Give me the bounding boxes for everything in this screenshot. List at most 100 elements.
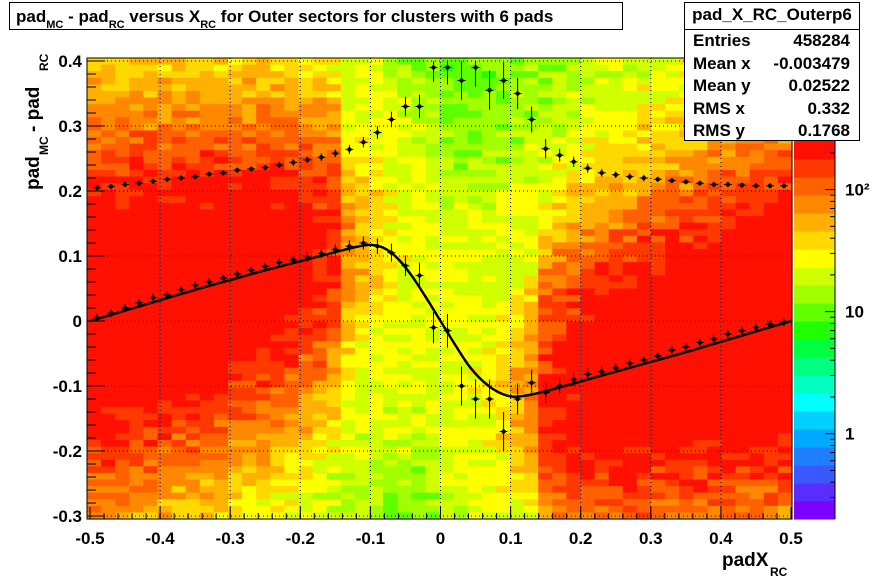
data-marker	[697, 340, 703, 345]
profile-rms-point	[555, 148, 564, 162]
heatmap-cell	[87, 301, 102, 309]
heatmap-cell	[298, 328, 314, 336]
heatmap-cell	[552, 433, 567, 441]
heatmap-cell	[552, 77, 567, 85]
heatmap-cell	[171, 446, 187, 454]
heatmap-cell	[157, 123, 173, 132]
heatmap-cell	[340, 235, 356, 243]
heatmap-cell	[763, 275, 779, 283]
heatmap-cell	[157, 262, 173, 270]
heatmap-cell	[340, 380, 356, 388]
heatmap-cell	[693, 486, 708, 494]
heatmap-cell	[552, 295, 567, 303]
heatmap-cell	[383, 321, 398, 329]
heatmap-cell	[721, 314, 737, 323]
heatmap-cell	[777, 393, 793, 402]
heatmap-cell	[467, 84, 483, 92]
heatmap-cell	[270, 209, 285, 217]
heatmap-cell	[115, 183, 130, 191]
heatmap-cell	[101, 235, 116, 243]
data-marker	[347, 244, 352, 249]
heatmap-cell	[115, 281, 130, 290]
heatmap-cell	[552, 367, 567, 375]
profile-mean-point	[457, 366, 466, 406]
heatmap-cell	[284, 90, 300, 99]
heatmap-cell	[636, 143, 652, 151]
heatmap-cell	[651, 110, 666, 118]
heatmap-cell	[665, 288, 680, 296]
heatmap-cell	[213, 459, 229, 467]
heatmap-cell	[467, 176, 483, 184]
heatmap-cell	[636, 123, 652, 132]
heatmap-cell	[397, 71, 412, 79]
heatmap-cell	[213, 58, 229, 66]
heatmap-cell	[312, 400, 328, 408]
heatmap-cell	[665, 446, 680, 454]
heatmap-cell	[87, 64, 102, 72]
heatmap-cell	[312, 64, 328, 72]
heatmap-cell	[270, 183, 285, 191]
heatmap-cell	[411, 71, 426, 79]
heatmap-cell	[693, 499, 708, 507]
heatmap-cell	[608, 328, 624, 336]
heatmap-cell	[510, 235, 525, 243]
heatmap-cell	[425, 420, 441, 428]
heatmap-cell	[524, 163, 539, 171]
heatmap-cell	[213, 196, 229, 204]
heatmap-cell	[87, 275, 102, 283]
heatmap-cell	[101, 64, 116, 72]
heatmap-cell	[143, 374, 159, 382]
heatmap-cell	[326, 459, 342, 467]
heatmap-cell	[467, 235, 483, 243]
heatmap-cell	[129, 334, 144, 342]
heatmap-cell	[369, 367, 384, 375]
heatmap-cell	[171, 117, 187, 125]
heatmap-cell	[383, 262, 398, 270]
heatmap-cell	[171, 169, 187, 178]
stats-label: Mean y	[693, 76, 751, 95]
heatmap-cell	[242, 466, 257, 474]
profile-mean-points	[93, 236, 788, 451]
heatmap-cell	[481, 216, 497, 224]
data-marker	[94, 315, 100, 320]
data-marker	[697, 181, 703, 186]
profile-rms-point	[135, 180, 144, 186]
heatmap-cell	[383, 512, 398, 520]
heatmap-cell	[129, 328, 144, 336]
heatmap-cell	[763, 301, 779, 309]
heatmap-cell	[665, 400, 680, 408]
heatmap-cell	[749, 314, 765, 323]
heatmap-cell	[707, 202, 723, 211]
heatmap-cell	[721, 169, 737, 178]
heatmap-cell	[143, 466, 159, 474]
heatmap-cell	[354, 183, 370, 191]
heatmap-cell	[721, 328, 737, 336]
heatmap-cell	[651, 90, 666, 99]
heatmap-cell	[749, 156, 765, 164]
heatmap-cell	[510, 281, 525, 290]
heatmap-cell	[199, 360, 215, 369]
heatmap-cell	[143, 347, 159, 355]
heatmap-cell	[622, 439, 638, 448]
heatmap-cell	[171, 130, 187, 138]
heatmap-cell	[101, 433, 116, 441]
heatmap-cell	[87, 426, 102, 434]
heatmap-cell	[735, 314, 751, 323]
heatmap-cell	[594, 393, 610, 402]
heatmap-cell	[495, 459, 511, 467]
heatmap-cell	[213, 288, 229, 296]
heatmap-cell	[453, 472, 469, 481]
heatmap-cell	[185, 84, 201, 92]
heatmap-cell	[679, 328, 694, 336]
heatmap-cell	[129, 97, 144, 105]
heatmap-cell	[256, 104, 271, 112]
heatmap-cell	[693, 183, 708, 191]
colorbar-swatch	[794, 375, 835, 394]
heatmap-cell	[566, 367, 582, 375]
heatmap-cell	[439, 341, 455, 349]
heatmap-cell	[115, 453, 130, 461]
heatmap-cell	[284, 380, 300, 388]
heatmap-cell	[439, 262, 455, 270]
heatmap-cell	[228, 196, 243, 204]
heatmap-cell	[340, 117, 356, 125]
